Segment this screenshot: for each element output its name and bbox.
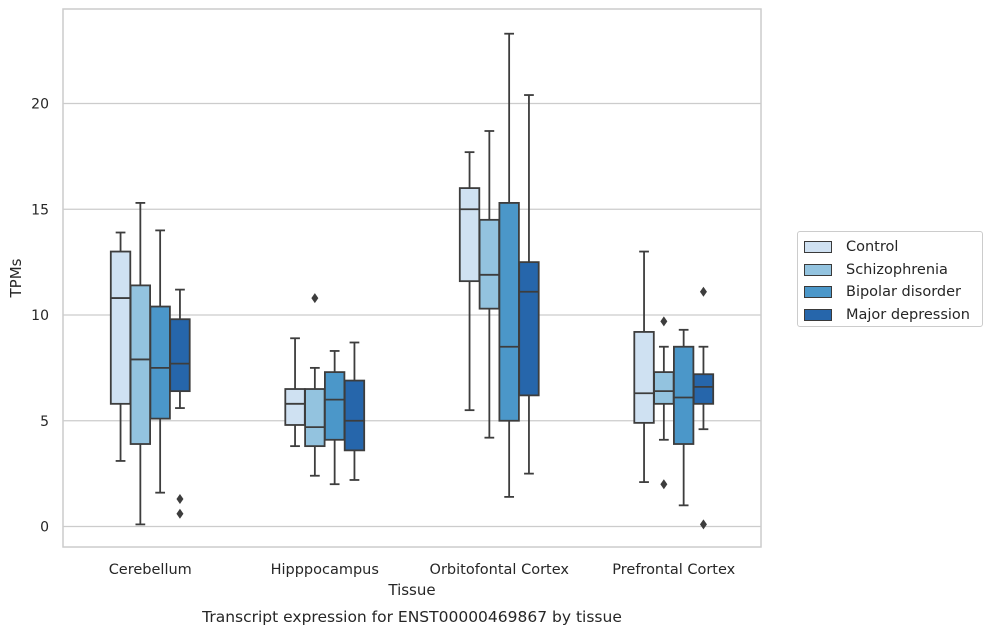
x-tick-label-prefrontal-cortex: Prefrontal Cortex bbox=[612, 562, 735, 578]
x-tick-label-orbitofontal-cortex: Orbitofontal Cortex bbox=[430, 562, 570, 578]
box-prefrontal-cortex-schizophrenia bbox=[653, 316, 675, 490]
legend-item-major-depression: Major depression bbox=[804, 304, 982, 327]
legend-label-schizophrenia: Schizophrenia bbox=[846, 261, 948, 278]
box-prefrontal-cortex-major-depression bbox=[692, 286, 715, 530]
outlier-point bbox=[660, 479, 668, 490]
legend: Control Schizophrenia Bipolar disorder M… bbox=[797, 231, 983, 327]
box-iqr bbox=[653, 371, 675, 405]
x-axis-label: Tissue bbox=[387, 581, 435, 599]
box-iqr bbox=[323, 371, 346, 441]
legend-swatch-control bbox=[804, 241, 832, 254]
y-tick-label-0: 0 bbox=[40, 520, 49, 536]
box-iqr bbox=[692, 373, 715, 405]
box-iqr bbox=[673, 345, 695, 445]
box-iqr bbox=[458, 187, 481, 283]
box-iqr bbox=[478, 218, 501, 310]
outlier-point bbox=[660, 316, 668, 327]
box-series bbox=[109, 32, 715, 530]
legend-label-control: Control bbox=[846, 239, 899, 256]
legend-item-control: Control bbox=[804, 236, 982, 259]
box-iqr bbox=[284, 388, 306, 426]
box-iqr bbox=[109, 250, 132, 405]
box-cerebellum-control bbox=[109, 231, 132, 462]
box-prefrontal-cortex-bipolar-disorder bbox=[673, 328, 695, 507]
y-tick-label-10: 10 bbox=[31, 308, 49, 324]
box-prefrontal-cortex-control bbox=[633, 250, 655, 483]
y-tick-label-15: 15 bbox=[31, 202, 49, 218]
y-tick-label-20: 20 bbox=[31, 97, 49, 113]
box-hipppocampus-major-depression bbox=[343, 341, 366, 481]
box-hipppocampus-schizophrenia bbox=[304, 293, 326, 477]
plot-area-frame bbox=[62, 8, 762, 548]
legend-label-bipolar-disorder: Bipolar disorder bbox=[846, 284, 961, 301]
outlier-point bbox=[176, 494, 184, 505]
box-iqr bbox=[498, 202, 520, 422]
box-cerebellum-schizophrenia bbox=[129, 202, 152, 526]
x-tick-label-hipppocampus: Hipppocampus bbox=[271, 562, 379, 578]
chart-caption: Transcript expression for ENST0000046986… bbox=[201, 608, 622, 626]
box-iqr bbox=[169, 318, 191, 393]
legend-item-bipolar-disorder: Bipolar disorder bbox=[804, 281, 982, 304]
box-cerebellum-major-depression bbox=[169, 288, 191, 519]
outlier-point bbox=[699, 286, 707, 297]
legend-swatch-bipolar-disorder bbox=[804, 286, 832, 299]
outlier-point bbox=[699, 519, 707, 530]
y-axis-label: TPMs bbox=[7, 258, 25, 298]
y-tick-label-5: 5 bbox=[40, 414, 49, 430]
y-tick-labels: 0 5 10 15 20 bbox=[31, 97, 49, 536]
outlier-point bbox=[176, 508, 184, 519]
box-orbitofontal-cortex-major-depression bbox=[518, 94, 540, 475]
box-orbitofontal-cortex-control bbox=[458, 151, 481, 412]
box-iqr bbox=[129, 284, 152, 445]
legend-label-major-depression: Major depression bbox=[846, 306, 970, 323]
box-iqr bbox=[149, 305, 171, 420]
legend-swatch-schizophrenia bbox=[804, 263, 832, 276]
box-iqr bbox=[633, 331, 655, 424]
box-iqr bbox=[518, 261, 540, 397]
outlier-point bbox=[311, 293, 319, 304]
x-tick-label-cerebellum: Cerebellum bbox=[109, 562, 192, 578]
legend-swatch-major-depression bbox=[804, 308, 832, 321]
legend-item-schizophrenia: Schizophrenia bbox=[804, 259, 982, 282]
box-hipppocampus-bipolar-disorder bbox=[323, 350, 346, 486]
box-iqr bbox=[304, 388, 326, 448]
x-tick-labels: Cerebellum Hipppocampus Orbitofontal Corte… bbox=[109, 562, 736, 578]
box-iqr bbox=[343, 379, 366, 452]
